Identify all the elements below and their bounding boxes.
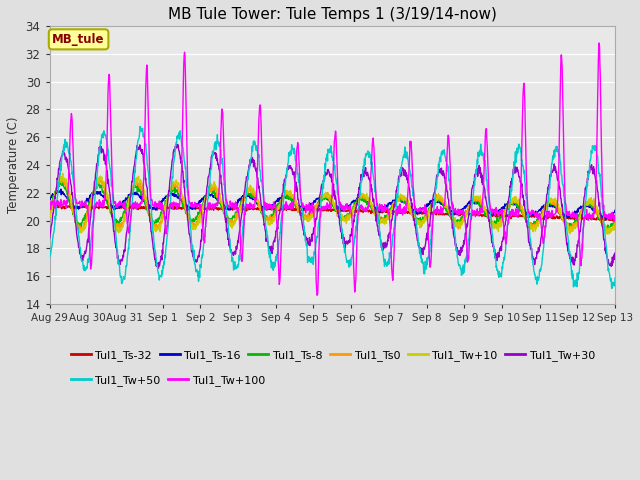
Legend: Tul1_Tw+50, Tul1_Tw+100: Tul1_Tw+50, Tul1_Tw+100 <box>67 371 269 391</box>
Title: MB Tule Tower: Tule Temps 1 (3/19/14-now): MB Tule Tower: Tule Temps 1 (3/19/14-now… <box>168 7 497 22</box>
Y-axis label: Temperature (C): Temperature (C) <box>7 117 20 213</box>
Text: MB_tule: MB_tule <box>52 33 105 46</box>
